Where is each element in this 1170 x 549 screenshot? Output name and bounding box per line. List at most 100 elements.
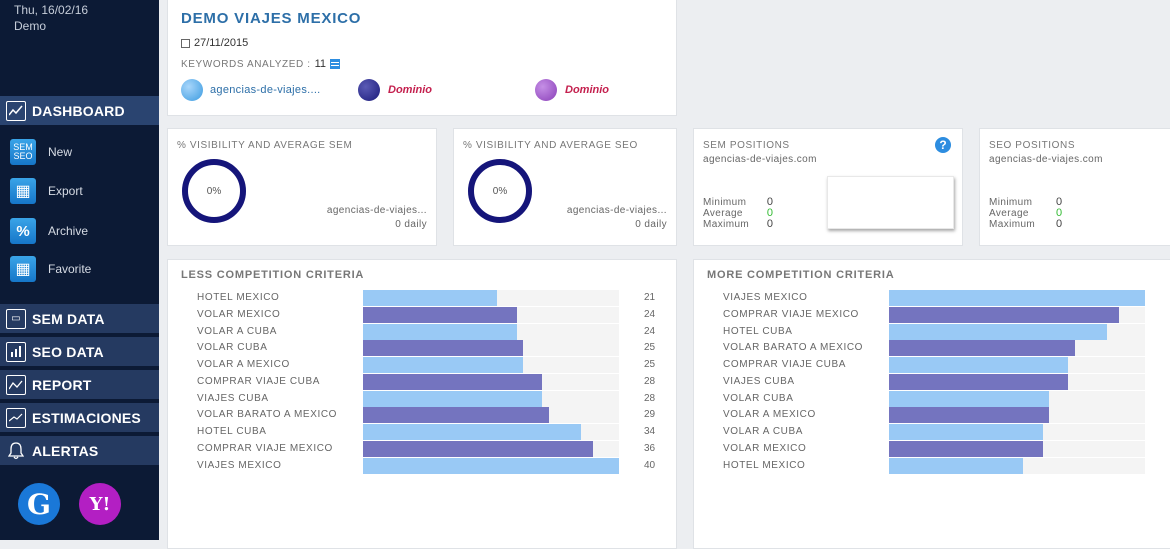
sidebar-item-label: New bbox=[48, 145, 73, 159]
bar[interactable] bbox=[363, 290, 498, 306]
project-date: 27/11/2015 bbox=[181, 37, 248, 49]
bar[interactable] bbox=[363, 357, 523, 373]
dashboard-icon bbox=[6, 100, 26, 121]
favorite-grid-icon: ▦ bbox=[10, 256, 36, 282]
bar[interactable] bbox=[889, 457, 1024, 474]
bar[interactable] bbox=[363, 457, 619, 474]
bar-track bbox=[889, 457, 1145, 474]
position-row: Minimum 0 bbox=[703, 197, 773, 209]
help-icon[interactable]: ? bbox=[935, 137, 951, 153]
less-competition-chart: LESS COMPETITION CRITERIA HOTEL MEXICO 21… bbox=[167, 259, 677, 549]
card-domain: agencias-de-viajes.com bbox=[703, 154, 817, 165]
bar[interactable] bbox=[363, 340, 523, 357]
bar[interactable] bbox=[363, 440, 594, 457]
globe-icon bbox=[181, 79, 203, 101]
list-icon[interactable] bbox=[330, 59, 340, 69]
bar-label: VIAJES MEXICO bbox=[197, 459, 282, 471]
bar-track bbox=[363, 440, 619, 457]
bar-value: 24 bbox=[644, 308, 656, 320]
domain-item[interactable]: agencias-de-viajes.... bbox=[181, 79, 321, 101]
google-icon[interactable]: G bbox=[18, 483, 60, 525]
visibility-percent: 0% bbox=[206, 185, 222, 197]
position-label: Minimum bbox=[989, 197, 1033, 208]
sidebar-item-dashboard[interactable]: DASHBOARD bbox=[0, 96, 159, 126]
bar[interactable] bbox=[889, 373, 1069, 390]
bar[interactable] bbox=[889, 407, 1049, 424]
bar-label: VIAJES CUBA bbox=[197, 392, 269, 404]
visibility-donut: 0% bbox=[182, 159, 246, 223]
sidebar-item-archive[interactable]: % Archive bbox=[10, 217, 88, 245]
domain-item[interactable]: Dominio bbox=[535, 79, 609, 101]
sidebar-item-estimaciones[interactable]: ESTIMACIONES bbox=[0, 403, 159, 433]
bar-track bbox=[889, 440, 1145, 457]
card-title: % VISIBILITY AND AVERAGE SEM bbox=[177, 140, 353, 151]
position-label: Maximum bbox=[703, 219, 750, 230]
sidebar-item-label: ESTIMACIONES bbox=[32, 409, 141, 426]
sidebar-item-alertas[interactable]: ALERTAS bbox=[0, 436, 159, 466]
sidebar-item-report[interactable]: REPORT bbox=[0, 370, 159, 400]
bar-label: VOLAR CUBA bbox=[723, 392, 794, 404]
keywords-count: 11 bbox=[314, 58, 326, 70]
sidebar-item-favorite[interactable]: ▦ Favorite bbox=[10, 255, 91, 283]
position-label: Minimum bbox=[703, 197, 747, 208]
bar[interactable] bbox=[889, 357, 1069, 373]
bar[interactable] bbox=[889, 306, 1120, 323]
yahoo-icon[interactable]: Y! bbox=[79, 483, 121, 525]
chart-bar-row: VIAJES MEXICO 40 bbox=[168, 457, 676, 474]
bar[interactable] bbox=[363, 323, 517, 340]
position-label: Average bbox=[989, 208, 1029, 219]
bar-label: VIAJES CUBA bbox=[723, 375, 795, 387]
more-competition-chart: MORE COMPETITION CRITERIA VIAJES MEXICO C… bbox=[693, 259, 1170, 549]
bar[interactable] bbox=[363, 306, 517, 323]
bar-track bbox=[363, 407, 619, 424]
bar-value: 25 bbox=[644, 359, 656, 370]
chart-bar-row: VOLAR A MEXICO bbox=[694, 407, 1170, 424]
sidebar-item-label: SEM DATA bbox=[32, 310, 105, 327]
sidebar-item-seo-data[interactable]: SEO DATA bbox=[0, 337, 159, 367]
bar-track bbox=[889, 340, 1145, 357]
estimaciones-icon bbox=[6, 407, 26, 428]
chart-bar-row: COMPRAR VIAJE MEXICO bbox=[694, 306, 1170, 323]
seo-positions-card: SEO POSITIONS agencias-de-viajes.com Min… bbox=[979, 128, 1170, 246]
bar[interactable] bbox=[889, 290, 1145, 306]
card-title: SEO POSITIONS bbox=[989, 140, 1076, 151]
bar[interactable] bbox=[889, 424, 1043, 440]
chart-title: LESS COMPETITION CRITERIA bbox=[181, 269, 365, 281]
chart-bar-row: VOLAR BARATO A MEXICO bbox=[694, 340, 1170, 357]
bar[interactable] bbox=[889, 390, 1049, 407]
positions-list: Minimum 0 Average 0 Maximum 0 bbox=[989, 197, 1069, 231]
bar-value: 29 bbox=[644, 409, 656, 421]
positions-chart-box bbox=[827, 176, 954, 229]
chart-bar-row: VIAJES CUBA bbox=[694, 373, 1170, 390]
bar-label: COMPRAR VIAJE MEXICO bbox=[197, 442, 333, 454]
domain-link[interactable]: Dominio bbox=[388, 84, 432, 96]
domain-link[interactable]: agencias-de-viajes.... bbox=[210, 84, 321, 96]
domain-link[interactable]: Dominio bbox=[565, 84, 609, 96]
card-domain: agencias-de-viajes.com bbox=[989, 154, 1103, 165]
sidebar-item-export[interactable]: ▦ Export bbox=[10, 177, 83, 205]
chart-bar-row: VOLAR A CUBA 24 bbox=[168, 323, 676, 340]
bar-label: VOLAR BARATO A MEXICO bbox=[723, 342, 864, 354]
card-domain: agencias-de-viajes... bbox=[566, 205, 667, 216]
bar[interactable] bbox=[889, 340, 1075, 357]
bar-value: 21 bbox=[644, 292, 656, 303]
chart-bar-row: COMPRAR VIAJE MEXICO 36 bbox=[168, 440, 676, 457]
bar-track bbox=[889, 290, 1145, 306]
sidebar-item-sem-data[interactable]: ▭ SEM DATA bbox=[0, 304, 159, 334]
bar-value: 24 bbox=[644, 325, 656, 337]
domain-item[interactable]: Dominio bbox=[358, 79, 432, 101]
bar[interactable] bbox=[889, 440, 1043, 457]
bar[interactable] bbox=[889, 323, 1107, 340]
position-value: 0 bbox=[1056, 218, 1063, 230]
bar[interactable] bbox=[363, 373, 543, 390]
calendar-icon bbox=[181, 38, 190, 48]
project-header-panel: DEMO VIAJES MEXICO 27/11/2015 KEYWORDS A… bbox=[167, 0, 677, 116]
bar[interactable] bbox=[363, 407, 549, 424]
sidebar-item-new[interactable]: SEM SEO New bbox=[10, 138, 72, 166]
card-daily: 0 daily bbox=[395, 219, 427, 230]
bar-track bbox=[363, 373, 619, 390]
bar[interactable] bbox=[363, 424, 581, 440]
bar[interactable] bbox=[363, 390, 543, 407]
visibility-donut: 0% bbox=[468, 159, 532, 223]
chart-bar-row: VOLAR MEXICO 24 bbox=[168, 306, 676, 323]
